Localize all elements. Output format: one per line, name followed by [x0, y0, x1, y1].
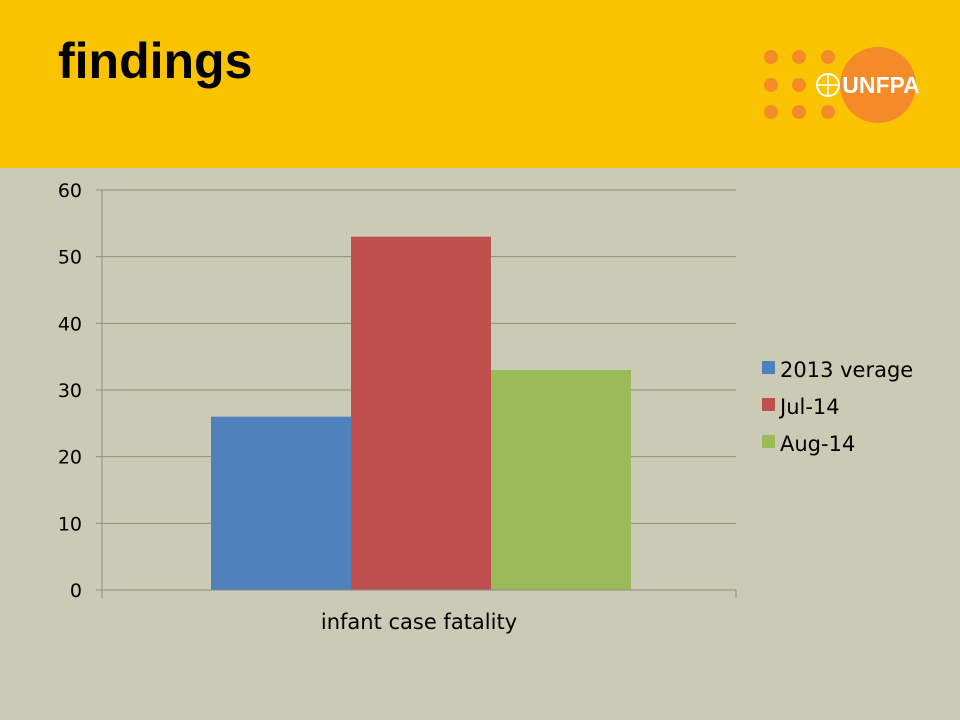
legend-label: Jul-14 [778, 395, 840, 419]
legend-label: 2013 verage [780, 358, 913, 382]
header-bar: findings UNFPA [0, 0, 960, 168]
logo-text: UNFPA [842, 72, 920, 98]
logo-dots [764, 50, 835, 119]
slide-title: findings [58, 33, 253, 89]
y-tick-label: 10 [58, 513, 82, 535]
axes [101, 190, 737, 598]
y-tick-label: 50 [58, 247, 82, 269]
legend-label: Aug-14 [780, 432, 855, 456]
bar [211, 416, 351, 590]
y-axis-ticks: 0 10 20 30 40 50 60 [58, 180, 102, 602]
y-tick-label: 40 [58, 313, 82, 335]
y-tick-label: 60 [58, 180, 82, 202]
y-tick-label: 30 [58, 380, 82, 402]
x-category-label: infant case fatality [321, 610, 517, 634]
unfpa-logo: UNFPA [764, 47, 920, 123]
legend-swatch [762, 361, 775, 374]
bars [211, 236, 631, 590]
legend-swatch [762, 398, 775, 411]
x-axis-labels: infant case fatality [321, 610, 517, 634]
bar [351, 236, 491, 590]
legend-swatch [762, 435, 775, 448]
y-tick-label: 0 [70, 580, 82, 602]
legend: 2013 verage Jul-14 Aug-14 [762, 358, 913, 456]
logo-circle [840, 47, 916, 123]
bar [491, 370, 631, 590]
bar-chart: 0 10 20 30 40 50 60 infant case fatality 2013 … [58, 180, 913, 634]
y-tick-label: 20 [58, 447, 82, 469]
